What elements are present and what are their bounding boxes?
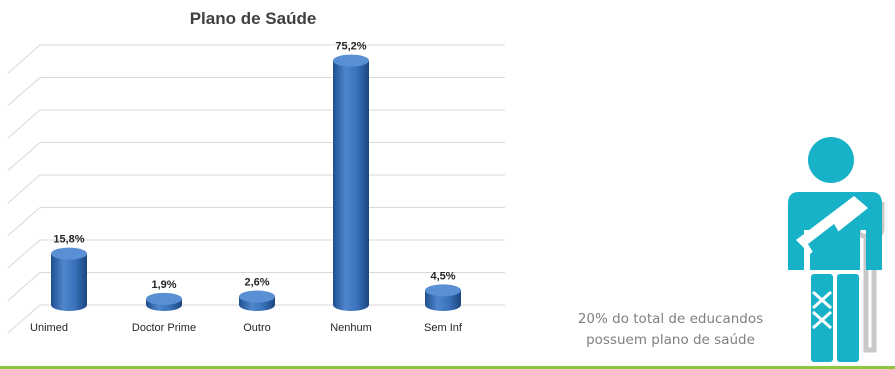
category-tick-label: Nenhum <box>330 322 372 334</box>
annotation-text: 20% do total de educandos possuem plano … <box>548 309 793 351</box>
data-labels: 15,8% 1,9% 2,6% 75,2% 4,5% <box>53 41 455 291</box>
footer-divider <box>0 366 895 369</box>
category-tick-label: Doctor Prime <box>132 322 196 334</box>
annotation-line-1: 20% do total de educandos <box>577 311 764 327</box>
bar <box>51 247 87 311</box>
data-label: 1,9% <box>151 279 176 291</box>
bar-top <box>51 247 87 260</box>
grid-line-depth <box>7 174 41 204</box>
grid-line-depth <box>7 109 41 139</box>
bar-top <box>333 54 369 67</box>
bar <box>425 284 461 311</box>
chart: Plano de Saúde 15,8% 1,9% 2,6% 75,2% 4,5% Un… <box>7 9 505 334</box>
data-label: 15,8% <box>53 234 84 246</box>
annotation-line-2: possuem plano de saúde <box>586 332 755 348</box>
grid-line-depth <box>7 44 41 74</box>
bar <box>146 292 182 311</box>
bar-top <box>425 284 461 297</box>
bar-top <box>239 290 275 303</box>
grid-line-depth <box>7 207 41 236</box>
grid-line-depth <box>7 272 41 301</box>
category-ticks: Unimed Doctor Prime Outro Nenhum Sem Inf <box>30 322 463 334</box>
chart-title: Plano de Saúde <box>190 9 317 28</box>
grid-line-depth <box>7 239 41 269</box>
category-tick-label: Unimed <box>30 322 68 334</box>
bar-body <box>333 60 369 311</box>
bar-top <box>146 292 182 305</box>
grid-line-depth <box>7 77 41 106</box>
bar-body <box>51 253 87 311</box>
bars <box>51 54 461 311</box>
category-tick-label: Outro <box>243 322 271 334</box>
category-tick-label: Sem Inf <box>424 322 463 334</box>
bar <box>333 54 369 311</box>
data-label: 75,2% <box>335 41 366 53</box>
grid-line-depth <box>7 304 41 334</box>
data-label: 2,6% <box>244 277 269 289</box>
bar <box>239 290 275 311</box>
grid-line-depth <box>7 142 41 171</box>
data-label: 4,5% <box>430 270 455 282</box>
injured-person-with-crutch-icon <box>788 137 885 362</box>
